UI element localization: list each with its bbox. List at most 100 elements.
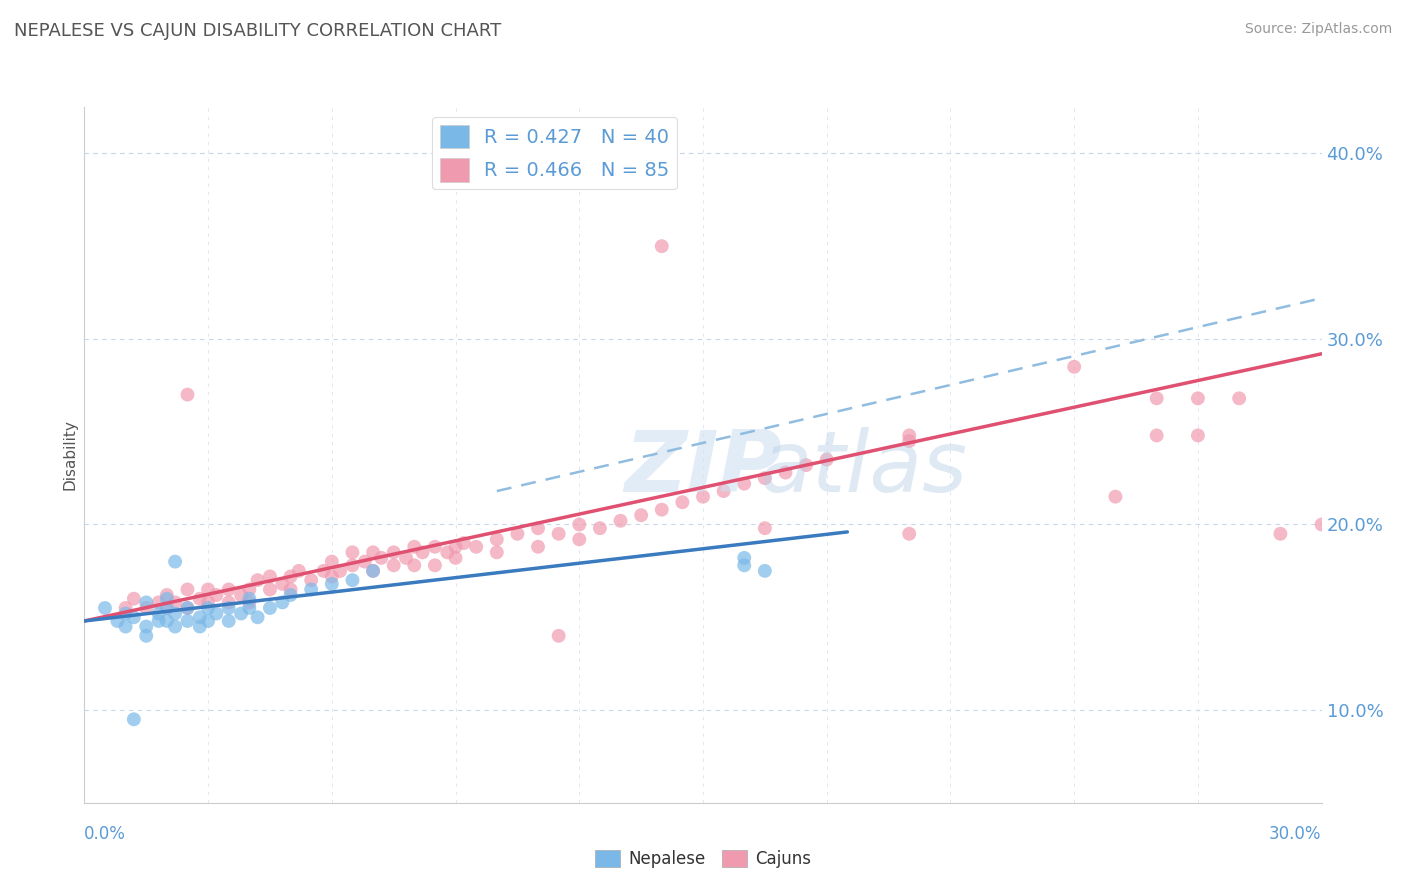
- Point: [651, 239, 673, 253]
- Point: [176, 387, 198, 401]
- Point: [651, 502, 673, 516]
- Point: [156, 591, 179, 606]
- Point: [342, 545, 364, 559]
- Point: [299, 573, 322, 587]
- Point: [156, 614, 179, 628]
- Point: [1146, 392, 1168, 406]
- Point: [444, 550, 467, 565]
- Point: [342, 558, 364, 573]
- Point: [423, 540, 446, 554]
- Point: [238, 582, 260, 597]
- Point: [436, 545, 458, 559]
- Point: [218, 601, 240, 615]
- Point: [733, 476, 755, 491]
- Point: [423, 558, 446, 573]
- Point: [754, 471, 776, 485]
- Point: [733, 550, 755, 565]
- Point: [794, 458, 817, 472]
- Point: [321, 577, 343, 591]
- Point: [218, 614, 240, 628]
- Point: [135, 595, 157, 609]
- Point: [271, 595, 294, 609]
- Point: [197, 582, 219, 597]
- Point: [156, 601, 179, 615]
- Point: [259, 582, 281, 597]
- Point: [671, 495, 693, 509]
- Point: [197, 601, 219, 615]
- Point: [288, 564, 311, 578]
- Point: [692, 490, 714, 504]
- Point: [197, 595, 219, 609]
- Point: [280, 582, 302, 597]
- Point: [148, 607, 170, 621]
- Point: [1227, 392, 1250, 406]
- Text: Source: ZipAtlas.com: Source: ZipAtlas.com: [1244, 22, 1392, 37]
- Point: [329, 564, 352, 578]
- Point: [898, 526, 921, 541]
- Text: 30.0%: 30.0%: [1270, 825, 1322, 843]
- Point: [259, 569, 281, 583]
- Point: [361, 564, 384, 578]
- Text: ZIP: ZIP: [624, 427, 782, 510]
- Point: [114, 601, 136, 615]
- Point: [568, 517, 591, 532]
- Point: [404, 540, 426, 554]
- Point: [485, 533, 508, 547]
- Point: [188, 610, 211, 624]
- Point: [246, 573, 269, 587]
- Y-axis label: Disability: Disability: [62, 419, 77, 491]
- Point: [259, 601, 281, 615]
- Point: [114, 619, 136, 633]
- Point: [148, 614, 170, 628]
- Point: [1146, 428, 1168, 442]
- Point: [165, 607, 187, 621]
- Point: [382, 545, 405, 559]
- Point: [547, 526, 569, 541]
- Point: [630, 508, 652, 523]
- Point: [246, 610, 269, 624]
- Point: [465, 540, 488, 554]
- Point: [280, 588, 302, 602]
- Point: [404, 558, 426, 573]
- Point: [135, 601, 157, 615]
- Text: atlas: atlas: [759, 427, 967, 510]
- Point: [312, 564, 335, 578]
- Point: [1187, 428, 1209, 442]
- Legend: R = 0.427   N = 40, R = 0.466   N = 85: R = 0.427 N = 40, R = 0.466 N = 85: [432, 117, 678, 189]
- Point: [453, 536, 475, 550]
- Point: [148, 595, 170, 609]
- Point: [361, 545, 384, 559]
- Point: [370, 550, 392, 565]
- Point: [321, 555, 343, 569]
- Point: [176, 601, 198, 615]
- Point: [271, 577, 294, 591]
- Point: [105, 614, 128, 628]
- Point: [506, 526, 529, 541]
- Point: [94, 601, 117, 615]
- Point: [229, 588, 252, 602]
- Point: [122, 610, 145, 624]
- Point: [527, 521, 550, 535]
- Point: [218, 595, 240, 609]
- Point: [165, 555, 187, 569]
- Point: [898, 434, 921, 448]
- Point: [754, 564, 776, 578]
- Point: [382, 558, 405, 573]
- Point: [353, 555, 375, 569]
- Point: [321, 569, 343, 583]
- Point: [444, 540, 467, 554]
- Point: [527, 540, 550, 554]
- Point: [1310, 517, 1333, 532]
- Point: [568, 533, 591, 547]
- Point: [342, 573, 364, 587]
- Point: [205, 588, 228, 602]
- Point: [775, 466, 797, 480]
- Point: [754, 521, 776, 535]
- Point: [898, 428, 921, 442]
- Point: [122, 712, 145, 726]
- Point: [156, 601, 179, 615]
- Point: [280, 569, 302, 583]
- Point: [218, 582, 240, 597]
- Text: 0.0%: 0.0%: [84, 825, 127, 843]
- Point: [299, 582, 322, 597]
